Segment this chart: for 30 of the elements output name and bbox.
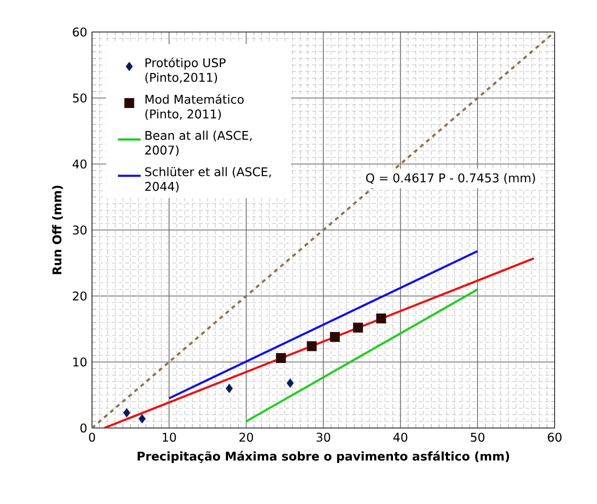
x-tick-label: 50 bbox=[470, 432, 484, 442]
point bbox=[123, 408, 130, 418]
legend-label: Bean at all (ASCE, 2007) bbox=[145, 130, 252, 156]
annotation: Q = 0.4617 P - 0.7453 (mm) bbox=[366, 173, 536, 184]
x-tick-label: 30 bbox=[316, 432, 330, 442]
point bbox=[353, 322, 363, 333]
y-tick-label: 10 bbox=[73, 357, 86, 367]
x-tick-label: 0 bbox=[88, 432, 96, 442]
y-tick-label: 20 bbox=[72, 291, 86, 301]
y-axis-title: Run Off (mm) bbox=[52, 186, 63, 274]
legend-label: Protótipo USP (Pinto,2011) bbox=[145, 57, 226, 84]
y-tick-label: 60 bbox=[72, 27, 86, 37]
point bbox=[286, 378, 294, 388]
x-tick-label: 20 bbox=[239, 432, 254, 442]
x-tick-label: 10 bbox=[162, 432, 176, 442]
point bbox=[376, 313, 386, 324]
point bbox=[138, 414, 146, 424]
point bbox=[226, 384, 233, 393]
legend-label: Schlüter et all (ASCE, 2044) bbox=[145, 167, 271, 192]
x-tick-label: 40 bbox=[393, 432, 408, 442]
y-tick-label: 50 bbox=[72, 93, 86, 103]
y-tick-label: 40 bbox=[72, 159, 86, 169]
y-tick-label: 30 bbox=[72, 225, 86, 235]
point bbox=[306, 341, 317, 352]
x-tick-label: 60 bbox=[548, 432, 562, 442]
point bbox=[330, 332, 340, 342]
legend-label: Mod Matemático (Pinto, 2011) bbox=[145, 94, 244, 120]
x-axis-title: Precipitação Máxima sobre o pavimento asfáltico (mm) bbox=[138, 450, 510, 464]
point bbox=[276, 353, 286, 363]
y-tick-label: 0 bbox=[80, 423, 86, 433]
